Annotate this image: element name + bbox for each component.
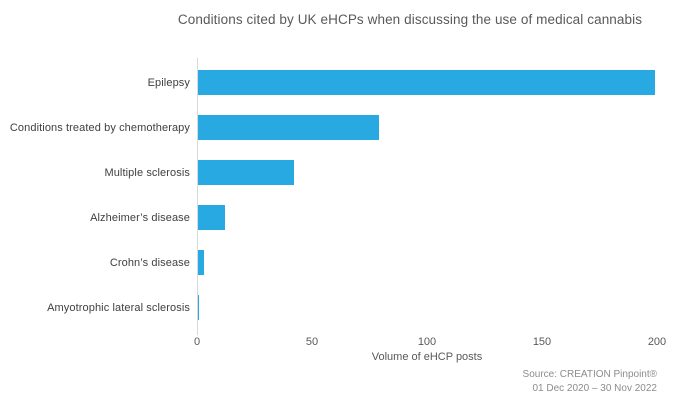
chart-row: Amyotrophic lateral sclerosis — [0, 285, 696, 330]
bar-alzheimer-s-disease — [197, 205, 225, 230]
bar-area — [197, 205, 696, 230]
bar-crohn-s-disease — [197, 250, 204, 275]
bar-area — [197, 70, 696, 95]
chart-row: Conditions treated by chemotherapy — [0, 105, 696, 150]
bar-area — [197, 115, 696, 140]
category-label: Amyotrophic lateral sclerosis — [47, 301, 190, 314]
chart-row: Epilepsy — [0, 60, 696, 105]
category-label: Crohn’s disease — [109, 256, 190, 269]
date-range: 01 Dec 2020 – 30 Nov 2022 — [532, 383, 657, 394]
source-attribution: Source: CREATION Pinpoint® 01 Dec 2020 –… — [523, 368, 657, 396]
bar-rows: Epilepsy Conditions treated by chemothera… — [0, 60, 696, 330]
x-axis-title: Volume of eHCP posts — [371, 351, 483, 363]
chart-row: Multiple sclerosis — [0, 150, 696, 195]
chart-row: Alzheimer’s disease — [0, 195, 696, 240]
bar-epilepsy — [197, 70, 655, 95]
source-line: Source: CREATION Pinpoint® — [522, 369, 657, 380]
x-tick-label: 150 — [532, 336, 552, 348]
chart-title: Conditions cited by UK eHCPs when discus… — [177, 12, 643, 27]
category-label: Epilepsy — [147, 76, 190, 89]
category-label: Conditions treated by chemotherapy — [9, 121, 190, 134]
bar-multiple-sclerosis — [197, 160, 294, 185]
x-tick-label: 100 — [417, 336, 437, 348]
bar-conditions-treated-by-chemotherapy — [197, 115, 379, 140]
bar-area — [197, 250, 696, 275]
x-axis-ticks: 0 50 100 150 200 — [0, 336, 696, 350]
chart-row: Crohn’s disease — [0, 240, 696, 285]
category-label: Multiple sclerosis — [104, 166, 190, 179]
bar-amyotrophic-lateral-sclerosis — [197, 295, 200, 320]
category-label: Alzheimer’s disease — [90, 211, 190, 224]
bar-area — [197, 295, 696, 320]
bar-area — [197, 160, 696, 185]
x-tick-label: 0 — [193, 336, 201, 348]
y-axis-line — [197, 58, 198, 335]
x-tick-label: 50 — [305, 336, 319, 348]
x-tick-label: 200 — [647, 336, 667, 348]
